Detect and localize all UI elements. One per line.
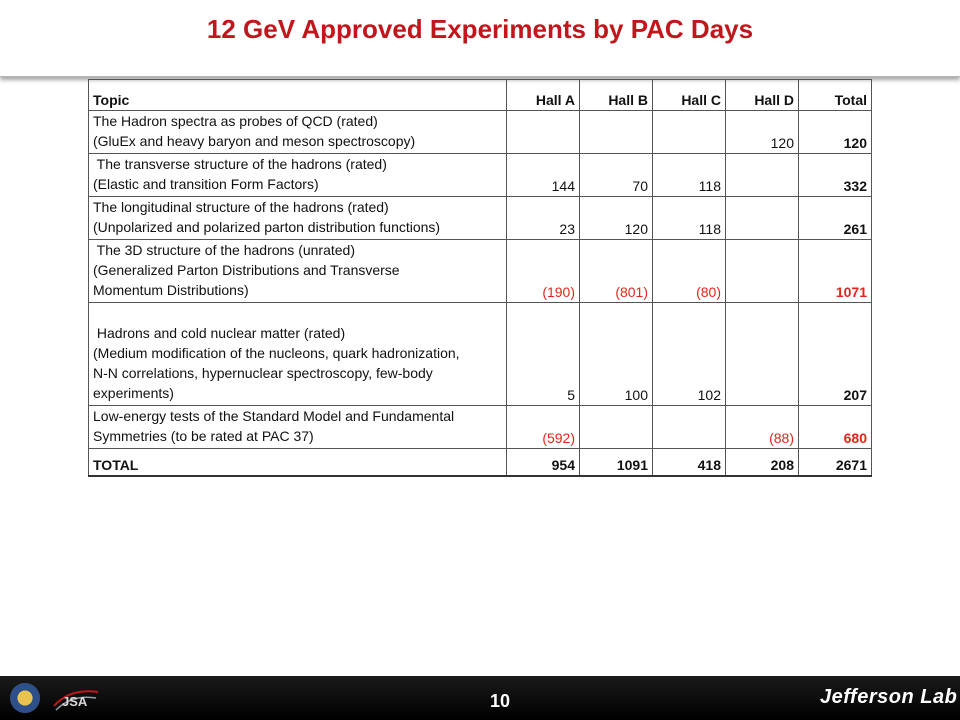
total-hall-c: 418 <box>652 448 726 477</box>
header-topic: Topic <box>88 79 507 111</box>
topic-line: (Generalized Parton Distributions and Tr… <box>93 262 400 278</box>
cell-hall-d <box>725 153 799 197</box>
table-row: The transverse structure of the hadrons … <box>88 153 872 197</box>
total-grand: 2671 <box>798 448 872 477</box>
table-header-row: Topic Hall A Hall B Hall C Hall D Total <box>88 79 872 111</box>
header-hall-a: Hall A <box>506 79 580 111</box>
row-topic: The 3D structure of the hadrons (unrated… <box>88 239 507 303</box>
total-row: TOTAL 954 1091 418 208 2671 <box>88 448 872 477</box>
cell-total: 207 <box>798 302 872 406</box>
cell-hall-b: (801) <box>579 239 653 303</box>
topic-line: Symmetries (to be rated at PAC 37) <box>93 428 314 444</box>
cell-hall-d <box>725 196 799 240</box>
cell-hall-a: 23 <box>506 196 580 240</box>
cell-hall-b: 70 <box>579 153 653 197</box>
cell-hall-c <box>652 405 726 449</box>
row-topic: Hadrons and cold nuclear matter (rated) (… <box>88 302 507 406</box>
table-row: Low-energy tests of the Standard Model a… <box>88 405 872 449</box>
cell-total: 332 <box>798 153 872 197</box>
footer-bar <box>0 676 960 720</box>
header-hall-c: Hall C <box>652 79 726 111</box>
cell-hall-d: 120 <box>725 110 799 154</box>
total-hall-b: 1091 <box>579 448 653 477</box>
topic-line: (Medium modification of the nucleons, qu… <box>93 345 460 361</box>
table-row: The Hadron spectra as probes of QCD (rat… <box>88 110 872 154</box>
row-topic: The Hadron spectra as probes of QCD (rat… <box>88 110 507 154</box>
doe-seal-logo <box>10 683 40 713</box>
header-hall-b: Hall B <box>579 79 653 111</box>
topic-line: The Hadron spectra as probes of QCD (rat… <box>93 113 378 129</box>
jsa-logo: JSA <box>53 690 99 711</box>
cell-hall-b: 100 <box>579 302 653 406</box>
cell-hall-b <box>579 405 653 449</box>
title-bar <box>0 0 960 77</box>
cell-hall-c: 118 <box>652 196 726 240</box>
row-topic: The transverse structure of the hadrons … <box>88 153 507 197</box>
cell-hall-a: (190) <box>506 239 580 303</box>
pac-days-table: Topic Hall A Hall B Hall C Hall D Total … <box>88 79 872 477</box>
topic-line <box>93 303 502 323</box>
cell-hall-a: 144 <box>506 153 580 197</box>
total-hall-d: 208 <box>725 448 799 477</box>
cell-hall-d <box>725 302 799 406</box>
page-number: 10 <box>489 691 511 711</box>
cell-hall-c: (80) <box>652 239 726 303</box>
topic-line: (Unpolarized and polarized parton distri… <box>93 219 441 235</box>
cell-hall-a: 5 <box>506 302 580 406</box>
topic-line: experiments) <box>93 385 174 401</box>
total-hall-a: 954 <box>506 448 580 477</box>
topic-line: N-N correlations, hypernuclear spectrosc… <box>93 365 433 381</box>
slide-title: 12 GeV Approved Experiments by PAC Days <box>206 14 754 44</box>
table-row: The longitudinal structure of the hadron… <box>88 196 872 240</box>
table-row: Hadrons and cold nuclear matter (rated) (… <box>88 302 872 406</box>
cell-hall-c: 118 <box>652 153 726 197</box>
cell-hall-c: 102 <box>652 302 726 406</box>
topic-line: (GluEx and heavy baryon and meson spectr… <box>93 133 416 149</box>
topic-line: Momentum Distributions) <box>93 282 249 298</box>
topic-line: Low-energy tests of the Standard Model a… <box>93 408 455 424</box>
cell-hall-d: (88) <box>725 405 799 449</box>
topic-line: The transverse structure of the hadrons … <box>93 156 387 172</box>
jsa-logo-text: JSA <box>62 694 88 709</box>
cell-total: 680 <box>798 405 872 449</box>
topic-line: (Elastic and transition Form Factors) <box>93 176 319 192</box>
cell-total: 120 <box>798 110 872 154</box>
header-total: Total <box>798 79 872 111</box>
cell-total: 261 <box>798 196 872 240</box>
total-label: TOTAL <box>88 448 507 477</box>
cell-hall-b: 120 <box>579 196 653 240</box>
topic-line: The longitudinal structure of the hadron… <box>93 199 389 215</box>
header-hall-d: Hall D <box>725 79 799 111</box>
cell-total: 1071 <box>798 239 872 303</box>
cell-hall-d <box>725 239 799 303</box>
topic-line: The 3D structure of the hadrons (unrated… <box>93 242 355 258</box>
row-topic: Low-energy tests of the Standard Model a… <box>88 405 507 449</box>
table-row: The 3D structure of the hadrons (unrated… <box>88 239 872 303</box>
cell-hall-b <box>579 110 653 154</box>
cell-hall-a: (592) <box>506 405 580 449</box>
topic-line: Hadrons and cold nuclear matter (rated) <box>93 325 346 341</box>
jefferson-lab-logo: Jefferson Lab <box>820 686 958 708</box>
row-topic: The longitudinal structure of the hadron… <box>88 196 507 240</box>
cell-hall-a <box>506 110 580 154</box>
cell-hall-c <box>652 110 726 154</box>
